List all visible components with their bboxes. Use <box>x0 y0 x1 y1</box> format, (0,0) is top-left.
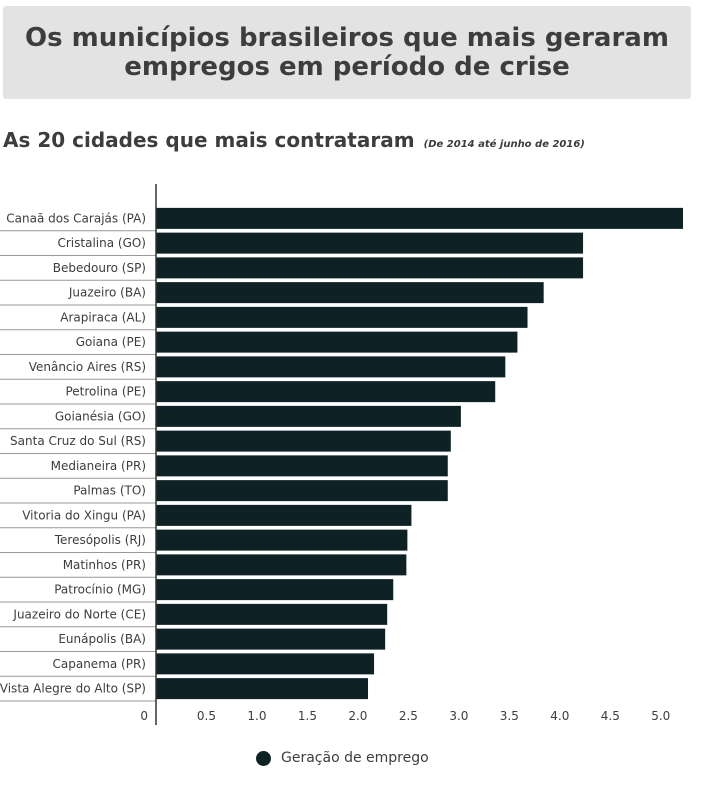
bar-5[interactable] <box>156 306 528 328</box>
bar-chart: Canaã dos Carajás (PA) Cristalina (GO) Beb… <box>0 184 683 725</box>
x-tick-label: 0.5 <box>197 709 216 723</box>
category-label: Goiana (PE) <box>76 335 146 349</box>
legend-marker <box>256 750 271 766</box>
x-tick-label: 1.5 <box>298 709 317 723</box>
bar-17[interactable] <box>156 603 388 625</box>
x-tick-label: 5.0 <box>651 709 670 723</box>
bar-10[interactable] <box>156 430 451 452</box>
bar-16[interactable] <box>156 579 394 601</box>
category-label: Arapiraca (AL) <box>60 310 146 324</box>
x-tick-label: 2.0 <box>348 709 367 723</box>
category-label: Vitoria do Xingu (PA) <box>22 508 146 522</box>
category-label: Patrocínio (MG) <box>54 583 146 597</box>
category-label: Venâncio Aires (RS) <box>29 360 146 374</box>
bar-8[interactable] <box>156 381 496 403</box>
subtitle-text: As 20 cidades que mais contrataram <box>3 128 415 152</box>
legend-label: Geração de emprego <box>281 750 429 766</box>
category-label: Cristalina (GO) <box>57 236 146 250</box>
chart-title-line-1: Os municípios brasileiros que mais gerar… <box>25 22 669 53</box>
x-tick-label: 1.0 <box>247 709 266 723</box>
bar-2[interactable] <box>156 232 584 254</box>
category-label: Santa Cruz do Sul (RS) <box>10 434 146 448</box>
bar-12[interactable] <box>156 480 448 502</box>
chart-title-line-2: empregos em período de crise <box>124 51 570 82</box>
category-label: Capanema (PR) <box>53 657 147 671</box>
category-label: Petrolina (PE) <box>65 385 146 399</box>
x-tick-label: 2.5 <box>399 709 418 723</box>
bar-6[interactable] <box>156 331 518 353</box>
legend[interactable]: Geração de emprego <box>256 750 429 766</box>
category-label: Eunápolis (BA) <box>58 632 146 646</box>
bar-19[interactable] <box>156 653 375 675</box>
bar-1[interactable] <box>156 207 683 229</box>
chart-subtitle: As 20 cidades que mais contrataram (De 2… <box>3 128 585 152</box>
bar-15[interactable] <box>156 554 407 576</box>
bar-14[interactable] <box>156 529 408 551</box>
category-label: Matinhos (PR) <box>63 558 146 572</box>
category-label: Bebedouro (SP) <box>53 261 146 275</box>
category-label: Vista Alegre do Alto (SP) <box>0 682 146 696</box>
bar-4[interactable] <box>156 282 544 304</box>
bar-13[interactable] <box>156 504 412 526</box>
category-label: Medianeira (PR) <box>51 459 146 473</box>
bar-11[interactable] <box>156 455 448 477</box>
category-label: Teresópolis (RJ) <box>54 533 146 547</box>
x-tick-label: 3.5 <box>500 709 519 723</box>
x-tick-label: 4.5 <box>601 709 620 723</box>
bar-20[interactable] <box>156 678 369 700</box>
bar-7[interactable] <box>156 356 506 378</box>
x-tick-label: 4.0 <box>550 709 569 723</box>
category-label: Goianésia (GO) <box>55 409 146 423</box>
title-box: Os municípios brasileiros que mais gerar… <box>3 6 691 99</box>
category-label: Canaã dos Carajás (PA) <box>6 211 146 225</box>
subtitle-note: (De 2014 até junho de 2016) <box>423 139 585 150</box>
category-label: Juazeiro do Norte (CE) <box>12 607 146 621</box>
bar-18[interactable] <box>156 628 386 650</box>
bar-9[interactable] <box>156 405 461 427</box>
category-label: Palmas (TO) <box>73 484 146 498</box>
x-tick-label: 0 <box>140 709 148 723</box>
bar-3[interactable] <box>156 257 584 279</box>
chart-title: Os municípios brasileiros que mais gerar… <box>25 22 669 82</box>
x-tick-label: 3.0 <box>449 709 468 723</box>
category-label: Juazeiro (BA) <box>68 286 146 300</box>
